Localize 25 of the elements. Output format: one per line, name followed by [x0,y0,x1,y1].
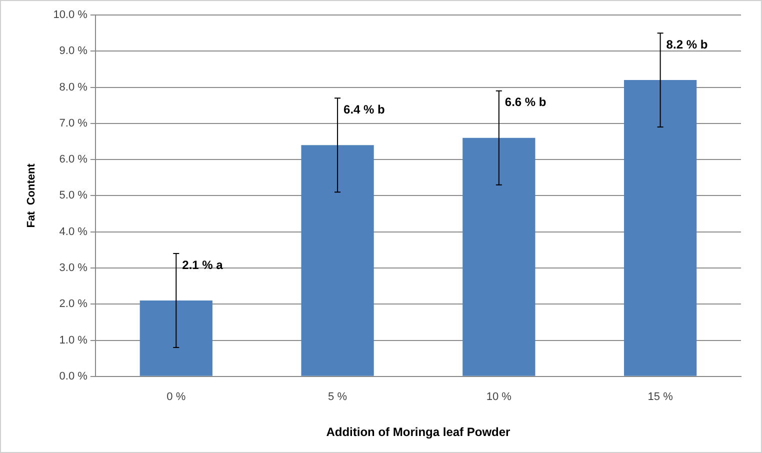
data-label: 2.1 % a [182,258,224,272]
x-tick-label: 5 % [328,391,348,404]
y-tick-label: 5.0 % [59,190,88,202]
bar [624,80,697,376]
y-tick-label: 10.0 % [53,9,88,22]
y-tick-label: 4.0 % [59,226,88,238]
x-tick-label: 15 % [648,391,674,404]
data-label: 6.6 % b [504,95,546,110]
y-tick-label: 7.0 % [59,117,88,130]
bar [140,300,212,376]
bar [301,145,374,376]
y-tick-label: 3.0 % [59,262,88,274]
x-tick-label: 10 % [486,391,512,404]
bar [462,138,536,376]
y-tick-label: 2.0 % [59,298,88,310]
y-axis-title: Fat Content [26,163,38,228]
y-tick-label: 1.0 % [59,334,88,346]
x-axis-title: Addition of Moringa leaf Powder [326,425,511,440]
y-tick-label: 9.0 % [59,45,88,58]
y-tick-label: 8.0 % [59,81,88,94]
data-label: 6.4 % b [344,102,385,116]
data-label: 8.2 % b [666,37,708,52]
x-tick-label: 0 % [166,391,186,404]
y-tick-label: 6.0 % [59,154,88,166]
y-tick-label: 0.0 % [59,370,88,382]
